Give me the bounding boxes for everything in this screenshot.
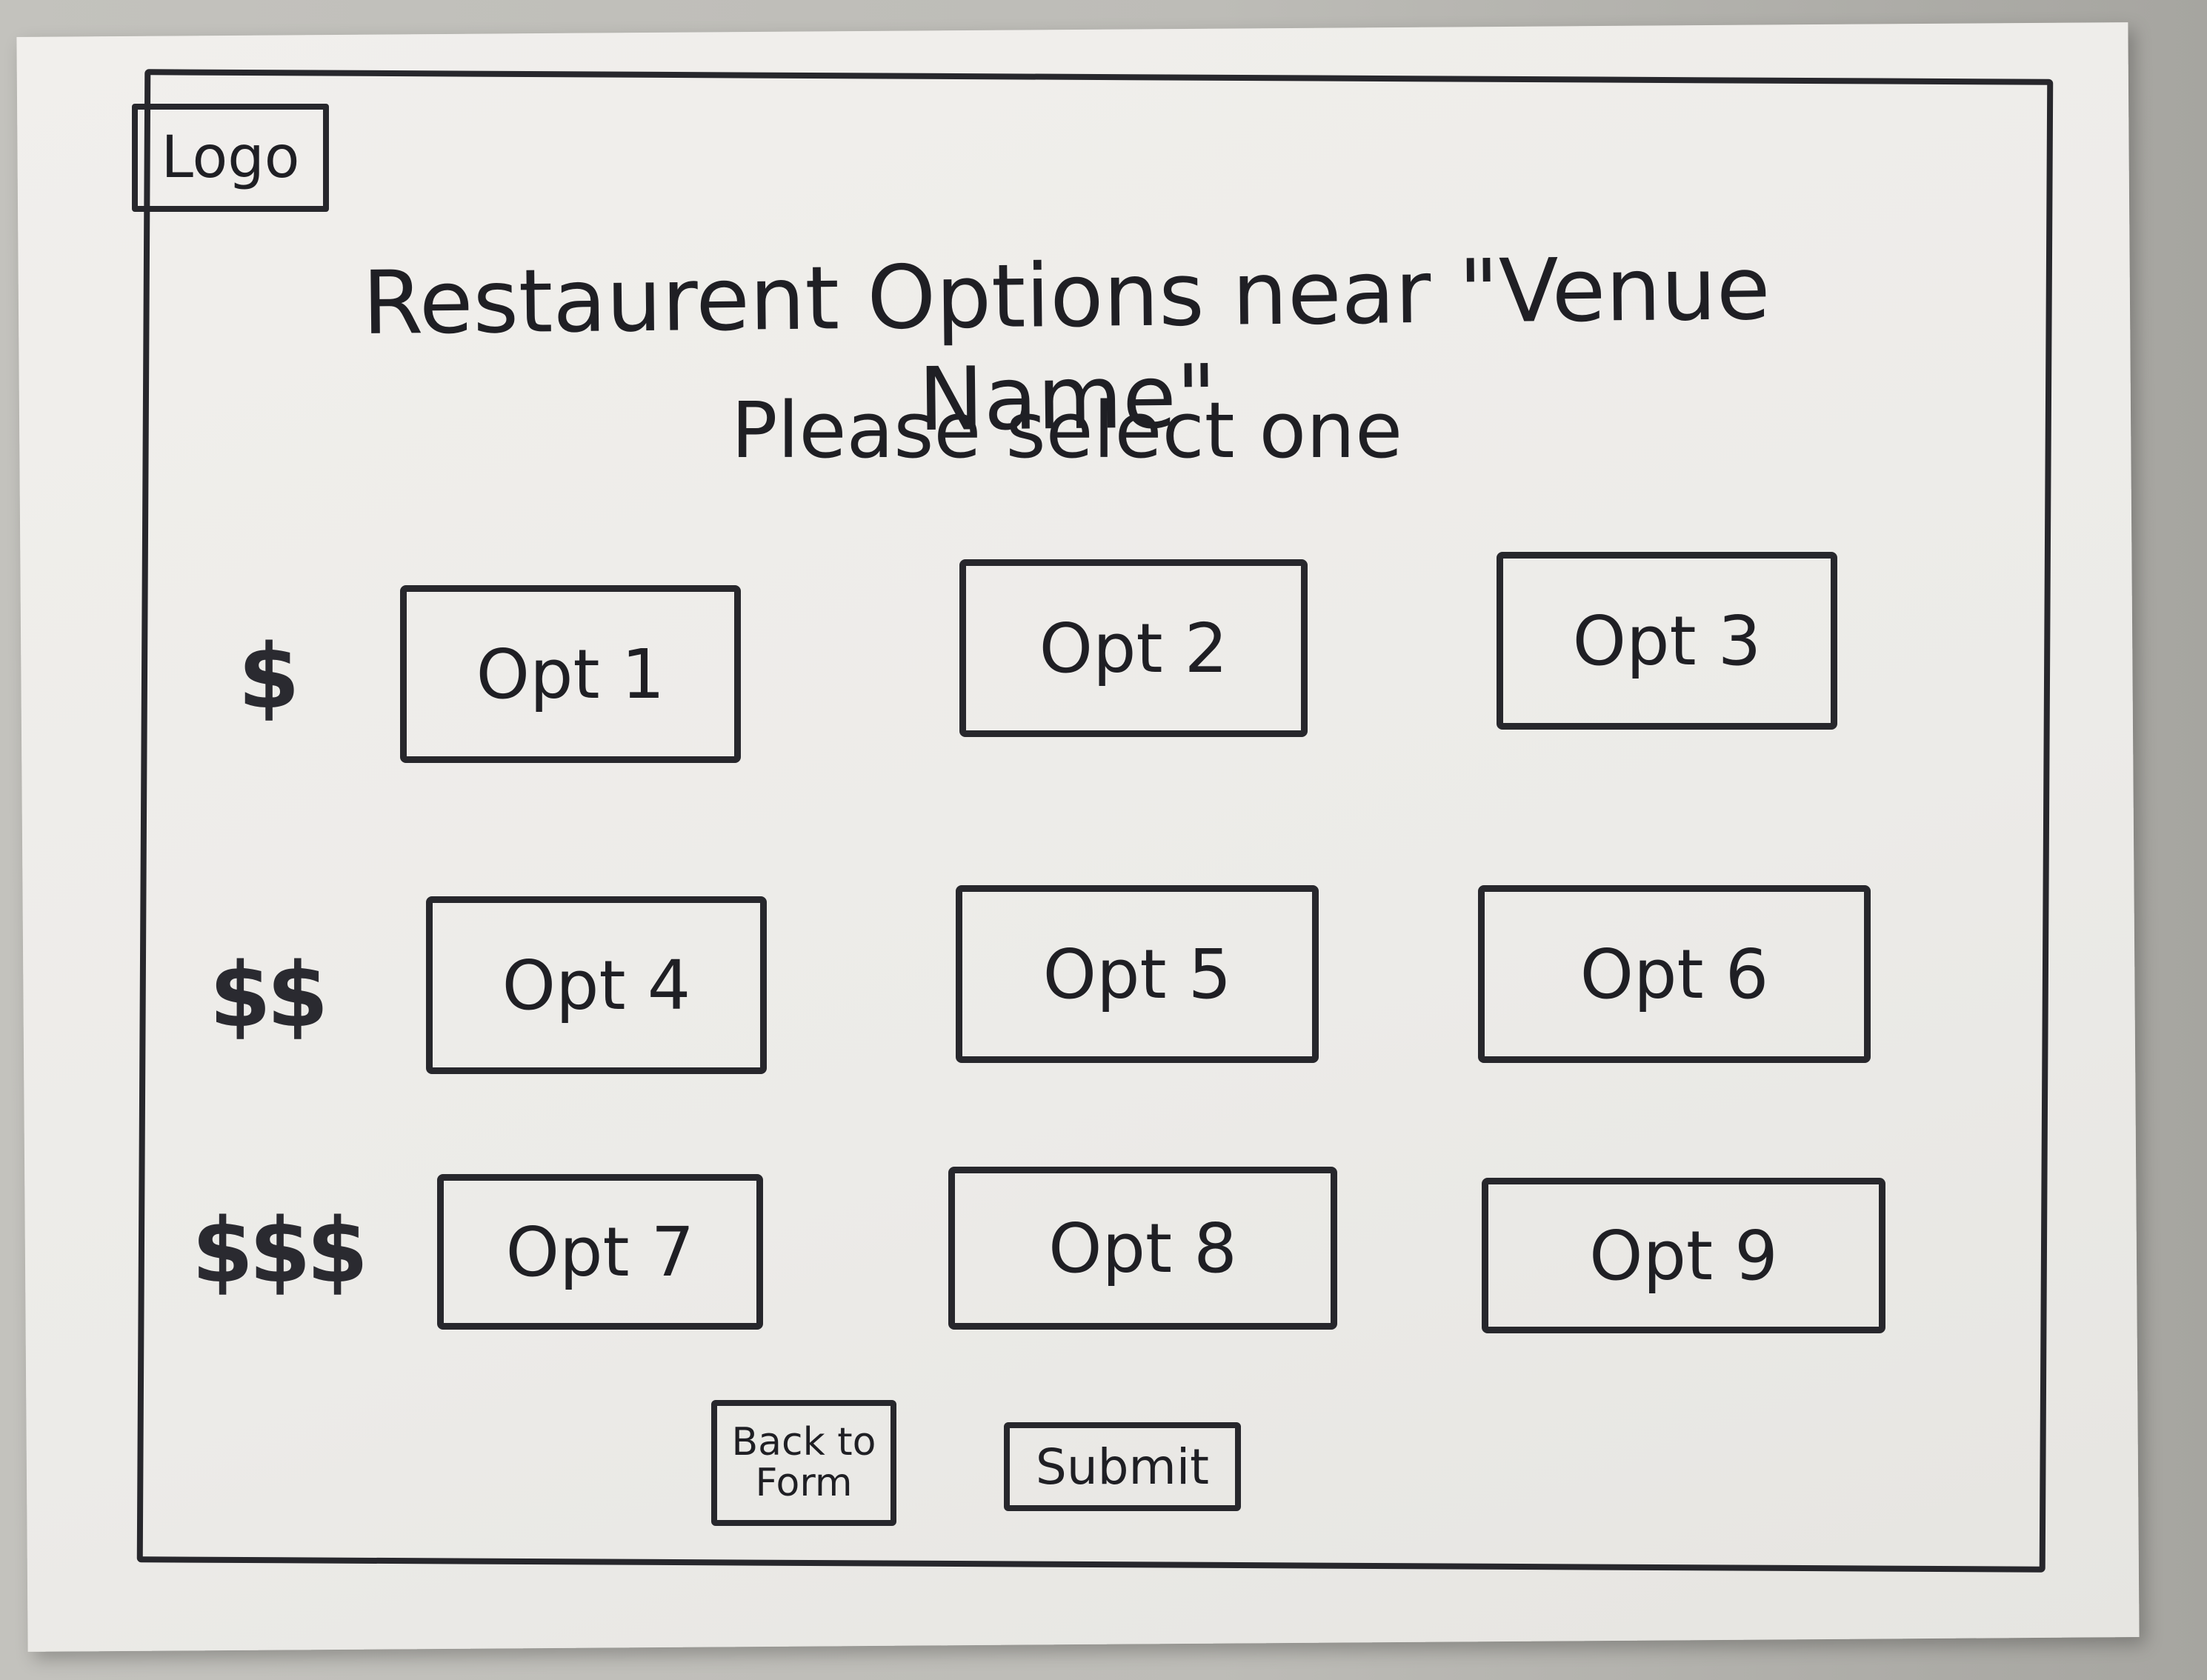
restaurant-option-4[interactable]: Opt 4 — [426, 896, 767, 1074]
back-to-form-button[interactable]: Back to Form — [711, 1400, 896, 1526]
price-tier-label-3: $$$ — [191, 1200, 369, 1303]
restaurant-option-7[interactable]: Opt 7 — [437, 1174, 763, 1330]
price-tier-label-2: $$ — [209, 944, 329, 1047]
page-subtitle: Please select one — [730, 385, 1403, 476]
restaurant-option-6[interactable]: Opt 6 — [1478, 885, 1871, 1063]
restaurant-option-2[interactable]: Opt 2 — [959, 559, 1308, 737]
restaurant-option-3[interactable]: Opt 3 — [1497, 552, 1837, 730]
restaurant-option-5[interactable]: Opt 5 — [956, 885, 1319, 1063]
restaurant-option-9[interactable]: Opt 9 — [1482, 1178, 1885, 1333]
logo: Logo — [132, 104, 329, 212]
restaurant-option-8[interactable]: Opt 8 — [948, 1167, 1337, 1330]
price-tier-label-1: $ — [238, 626, 300, 729]
restaurant-option-1[interactable]: Opt 1 — [400, 585, 741, 763]
submit-button[interactable]: Submit — [1004, 1422, 1241, 1511]
